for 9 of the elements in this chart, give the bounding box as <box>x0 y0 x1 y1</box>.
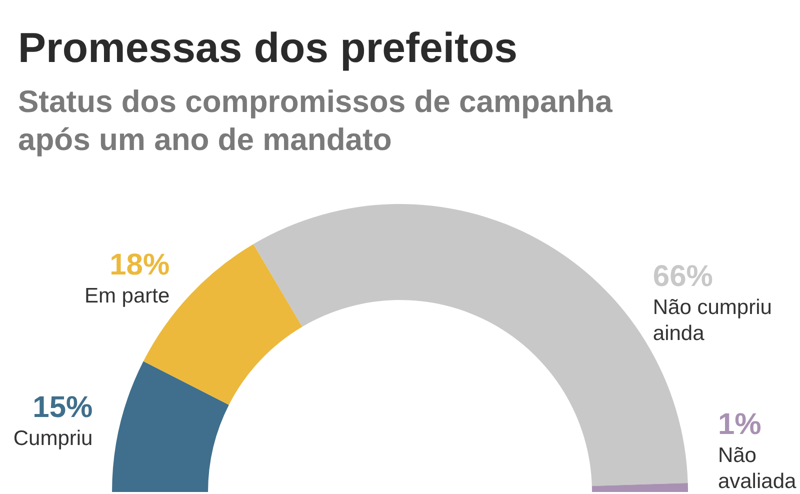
slice-label: Cumpriu <box>13 427 93 450</box>
data-label: 18% <box>110 248 170 282</box>
slice-label: Não avaliada <box>718 444 797 493</box>
chart-subtitle: Status dos compromissos de campanha após um ano de mandato <box>18 84 614 157</box>
slice-label: Não cumpriu ainda <box>652 296 772 345</box>
data-label: 15% <box>32 391 93 424</box>
slice-label: Em parte <box>84 284 170 308</box>
chart-title: Promessas dos prefeitos <box>18 24 518 71</box>
data-label: 1% <box>718 408 762 441</box>
